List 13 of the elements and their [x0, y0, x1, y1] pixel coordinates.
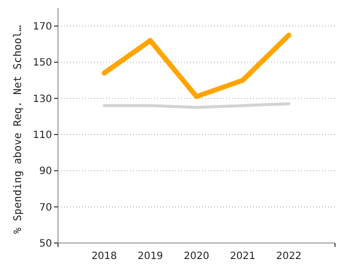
x-tick-label: 2021	[230, 251, 256, 262]
y-tick-label: 50	[39, 238, 52, 250]
y-tick-label: 150	[32, 58, 52, 69]
y-tick-label: 110	[32, 130, 52, 142]
x-tick-label: 2019	[138, 251, 164, 262]
x-tick-label: 2018	[91, 251, 117, 262]
x-tick-label: 2022	[276, 251, 302, 262]
y-tick-label: 170	[32, 22, 52, 33]
y-axis-title: % Spending above Req. Net School…	[12, 25, 24, 234]
y-tick-label: 70	[39, 202, 52, 214]
x-tick-label: 2020	[184, 251, 210, 262]
y-tick-label: 130	[32, 94, 52, 105]
y-tick-label: 90	[39, 166, 52, 178]
